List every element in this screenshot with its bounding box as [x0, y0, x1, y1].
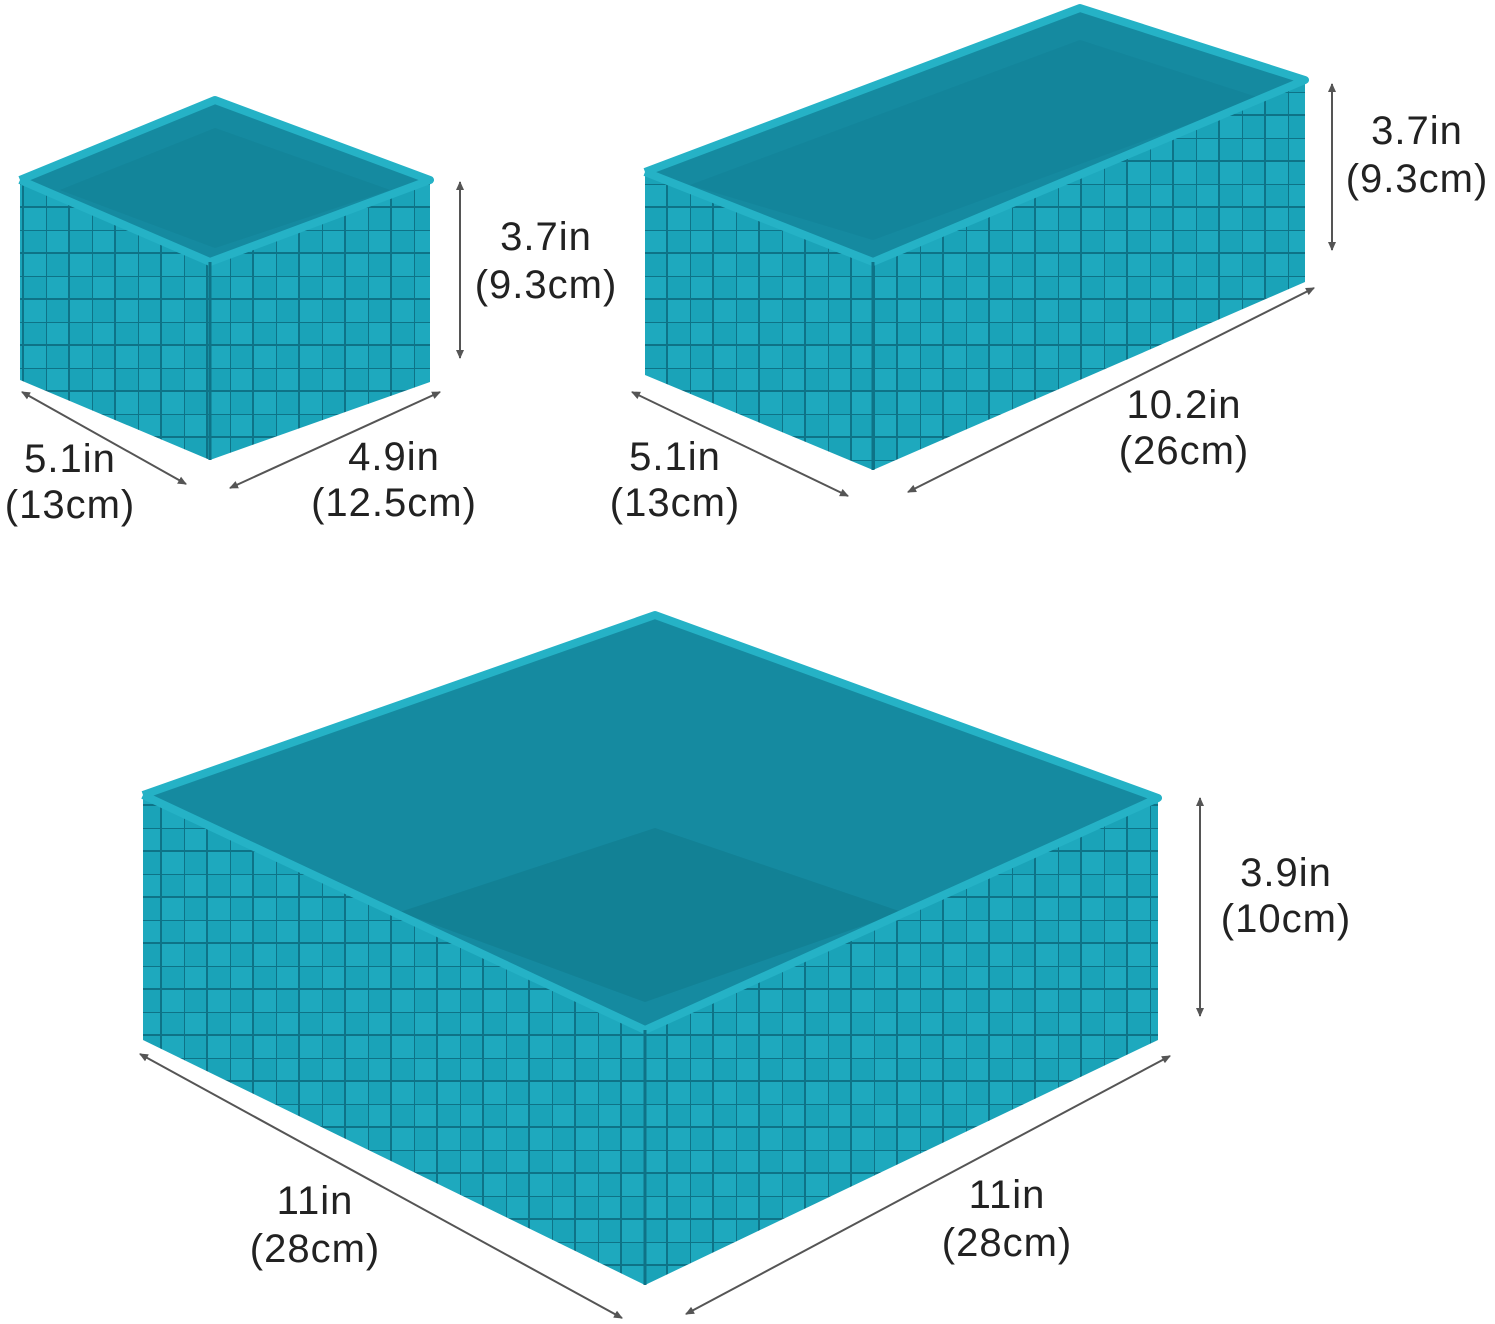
large-height-cm-label: (10cm) — [1221, 897, 1351, 941]
small-depth-in-label: 5.1in — [24, 437, 116, 481]
medium-depth-cm-label: (13cm) — [610, 481, 740, 525]
medium-height-in-label: 3.7in — [1371, 109, 1463, 153]
small-height-cm-label: (9.3cm) — [475, 263, 618, 307]
medium-width-in-label: 10.2in — [1127, 383, 1242, 427]
medium-width-cm-label: (26cm) — [1119, 429, 1249, 473]
small-height-in-label: 3.7in — [500, 215, 592, 259]
medium-depth-in-label: 5.1in — [629, 435, 721, 479]
large-width-in-label: 11in — [969, 1173, 1046, 1217]
small-width-arrow — [229, 391, 441, 489]
large-width-cm-label: (28cm) — [942, 1221, 1072, 1265]
small-width-in-label: 4.9in — [348, 435, 440, 479]
small-depth-arrow — [21, 391, 187, 485]
small-width-cm-label: (12.5cm) — [311, 481, 477, 525]
large-depth-cm-label: (28cm) — [250, 1227, 380, 1271]
large-depth-in-label: 11in — [277, 1179, 354, 1223]
large-height-in-label: 3.9in — [1240, 851, 1332, 895]
large-depth-arrow — [139, 1053, 623, 1319]
large-basket-floor — [400, 828, 902, 1002]
medium-width-arrow — [907, 287, 1315, 493]
small-basket-right-face — [210, 180, 430, 460]
large-width-arrow — [685, 1055, 1171, 1315]
small-basket — [18, 96, 434, 460]
medium-height-cm-label: (9.3cm) — [1346, 157, 1489, 201]
small-basket-left-face — [20, 180, 210, 460]
small-depth-cm-label: (13cm) — [5, 483, 135, 527]
medium-depth-arrow — [631, 391, 849, 497]
